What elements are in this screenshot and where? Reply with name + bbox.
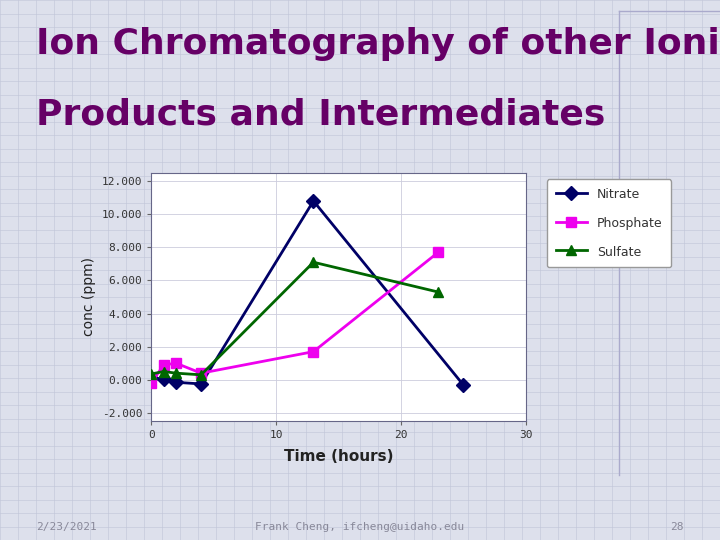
- Text: 28: 28: [670, 522, 684, 532]
- Line: Nitrate: Nitrate: [146, 196, 468, 390]
- Phosphate: [434, 249, 443, 255]
- Phosphate: [309, 348, 318, 355]
- Nitrate: [309, 198, 318, 204]
- Sulfate: [147, 371, 156, 377]
- Phosphate: [197, 370, 205, 376]
- Sulfate: [172, 370, 181, 376]
- Sulfate: [197, 372, 205, 378]
- Nitrate: [159, 376, 168, 382]
- Phosphate: [172, 360, 181, 367]
- Sulfate: [434, 289, 443, 295]
- Y-axis label: conc (ppm): conc (ppm): [82, 258, 96, 336]
- Line: Phosphate: Phosphate: [146, 247, 443, 388]
- Phosphate: [159, 362, 168, 368]
- Text: Frank Cheng, ifcheng@uidaho.edu: Frank Cheng, ifcheng@uidaho.edu: [256, 522, 464, 532]
- Sulfate: [309, 259, 318, 266]
- Nitrate: [172, 379, 181, 386]
- X-axis label: Time (hours): Time (hours): [284, 449, 393, 463]
- Legend: Nitrate, Phosphate, Sulfate: Nitrate, Phosphate, Sulfate: [546, 179, 671, 267]
- Nitrate: [147, 375, 156, 381]
- Phosphate: [147, 380, 156, 386]
- Text: Ion Chromatography of other Ionic: Ion Chromatography of other Ionic: [36, 27, 720, 61]
- Nitrate: [197, 381, 205, 387]
- Sulfate: [159, 368, 168, 375]
- Text: 2/23/2021: 2/23/2021: [36, 522, 96, 532]
- Nitrate: [459, 382, 467, 388]
- Line: Sulfate: Sulfate: [146, 258, 443, 380]
- Text: Products and Intermediates: Products and Intermediates: [36, 97, 606, 131]
